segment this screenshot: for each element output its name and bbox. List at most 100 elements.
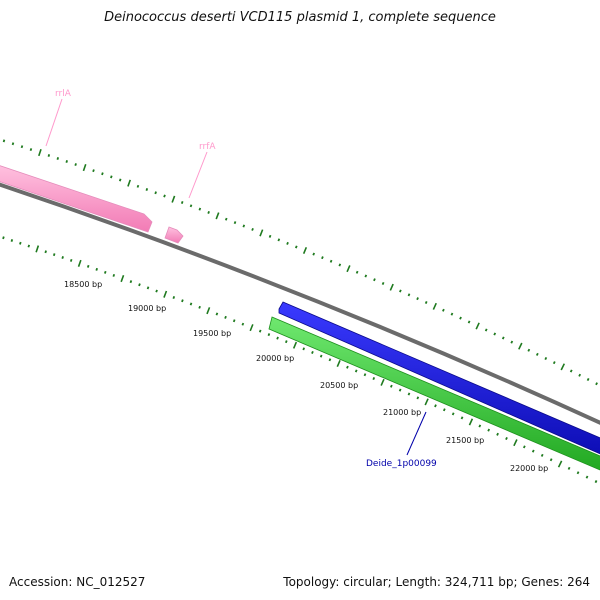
inner-minor-tick <box>276 336 279 340</box>
inner-major-tick <box>77 259 82 267</box>
inner-major-tick <box>35 245 40 253</box>
outer-minor-tick <box>569 369 573 373</box>
outer-minor-tick <box>381 281 385 285</box>
outer-minor-tick <box>242 224 246 228</box>
feature-labels: rrlA rrfA Deide_1p00099 <box>45 89 437 469</box>
outer-major-tick <box>82 164 87 172</box>
rrfa-leader-line <box>188 151 208 199</box>
outer-minor-tick <box>189 204 193 208</box>
outer-major-tick <box>259 229 264 237</box>
inner-minor-tick <box>10 239 14 242</box>
accession-text: Accession: NC_012527 <box>9 575 146 589</box>
outer-minor-tick <box>527 348 531 352</box>
inner-minor-tick <box>19 241 22 245</box>
deide-1p00099-feature-forward[interactable] <box>278 301 600 456</box>
inner-minor-tick <box>189 302 193 306</box>
outer-major-tick <box>215 212 220 220</box>
inner-minor-tick <box>284 340 288 344</box>
inner-major-tick <box>557 460 563 468</box>
outer-minor-tick <box>118 178 122 182</box>
outer-major-tick <box>389 283 394 291</box>
inner-minor-tick <box>103 270 107 274</box>
ruler-label-20000: 20000 bp <box>256 354 294 363</box>
inner-minor-tick <box>69 258 73 262</box>
inner-minor-tick <box>215 312 219 316</box>
deide-1p00099-label[interactable]: Deide_1p00099 <box>366 459 437 469</box>
outer-minor-tick <box>501 336 505 340</box>
inner-major-tick <box>513 439 518 447</box>
outer-minor-tick <box>11 142 15 146</box>
inner-minor-tick <box>224 315 227 319</box>
inner-tick-row <box>2 236 598 484</box>
ruler-label-19500: 19500 bp <box>193 329 231 338</box>
inner-minor-tick <box>460 416 464 420</box>
outer-minor-tick <box>493 332 497 336</box>
map-title: Deinococcus deserti VCD115 plasmid 1, co… <box>104 10 496 25</box>
ruler-label-20500: 20500 bp <box>320 381 358 390</box>
outer-minor-tick <box>355 270 359 274</box>
inner-minor-tick <box>181 299 184 303</box>
rrla-feature[interactable] <box>0 164 153 233</box>
outer-minor-tick <box>20 145 24 149</box>
outer-minor-tick <box>277 238 281 242</box>
outer-minor-tick <box>224 217 228 221</box>
outer-minor-tick <box>29 148 33 152</box>
inner-major-tick <box>206 307 211 315</box>
inner-minor-tick <box>567 466 571 470</box>
ruler-label-18500: 18500 bp <box>64 280 102 289</box>
outer-minor-tick <box>424 300 428 305</box>
ruler-labels: 18500 bp 19000 bp 19500 bp 20000 bp 2050… <box>64 280 548 473</box>
outer-minor-tick <box>65 160 68 163</box>
rrla-label[interactable]: rrlA <box>55 89 72 99</box>
inner-minor-tick <box>522 445 526 449</box>
outer-minor-tick <box>484 328 488 332</box>
inner-major-tick <box>336 359 341 368</box>
outer-minor-tick <box>586 377 590 381</box>
inner-minor-tick <box>442 408 446 412</box>
outer-minor-tick <box>198 207 202 211</box>
outer-minor-tick <box>399 289 402 293</box>
outer-minor-tick <box>416 297 419 301</box>
outer-tick-row <box>2 139 598 386</box>
inner-minor-tick <box>258 329 262 333</box>
outer-minor-tick <box>544 356 548 361</box>
inner-minor-tick <box>129 280 133 284</box>
inner-minor-tick <box>549 458 553 462</box>
outer-minor-tick <box>459 316 462 320</box>
inner-minor-tick <box>585 475 589 479</box>
inner-minor-tick <box>155 289 158 293</box>
outer-minor-tick <box>207 210 210 214</box>
rrfa-feature[interactable] <box>164 226 184 244</box>
inner-minor-tick <box>86 264 90 268</box>
outer-minor-tick <box>145 188 149 192</box>
rrfa-label[interactable]: rrfA <box>199 142 216 152</box>
ruler-label-19000: 19000 bp <box>128 304 166 313</box>
inner-minor-tick <box>496 432 499 436</box>
inner-minor-tick <box>540 453 544 457</box>
inner-minor-tick <box>354 369 358 373</box>
deide-1p00099-leader-line <box>406 411 427 456</box>
outer-minor-tick <box>2 139 6 143</box>
inner-minor-tick <box>198 305 201 309</box>
outer-major-tick <box>302 246 308 255</box>
outer-minor-tick <box>136 184 140 188</box>
outer-minor-tick <box>442 308 445 312</box>
inner-major-tick <box>468 418 474 426</box>
outer-minor-tick <box>467 320 471 324</box>
inner-minor-tick <box>232 319 236 323</box>
inner-minor-tick <box>241 322 245 326</box>
backbone-line <box>0 182 600 425</box>
ruler-label-22000: 22000 bp <box>510 464 548 473</box>
inner-minor-tick <box>398 388 402 392</box>
inner-minor-tick <box>2 236 5 240</box>
outer-minor-tick <box>56 157 60 160</box>
outer-minor-tick <box>450 312 454 316</box>
inner-minor-tick <box>407 392 411 396</box>
inner-minor-tick <box>146 286 150 290</box>
inner-minor-tick <box>311 350 314 354</box>
outer-major-tick <box>171 195 176 203</box>
outer-major-tick <box>475 322 480 330</box>
outer-minor-tick <box>163 194 166 198</box>
green-cds-feature[interactable] <box>268 316 600 471</box>
